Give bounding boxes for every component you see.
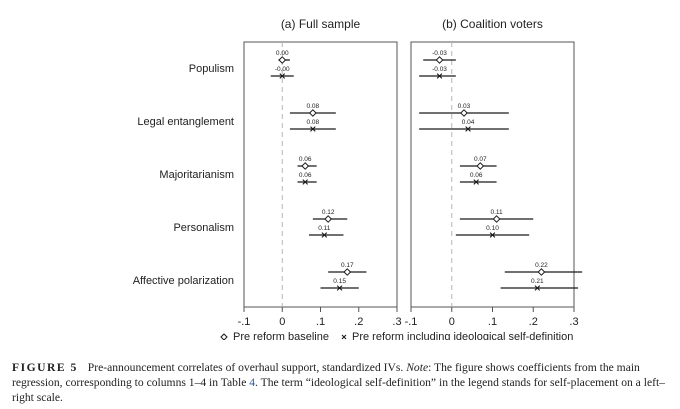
coefficient-figure: Populism Legal entanglement Majoritarianis… — [133, 17, 583, 340]
point-diamond — [278, 56, 287, 64]
x-tick-label: .1 — [488, 316, 497, 328]
data-label: 0.08 — [307, 103, 320, 110]
data-label: 0.15 — [333, 278, 346, 285]
legend-label: Pre reform including ideological self-de… — [352, 331, 573, 340]
data-label: 0.07 — [474, 156, 487, 163]
caption-table-link[interactable]: 4 — [249, 376, 256, 389]
caption-text-2: : The figure shows coefficients from the… — [12, 361, 640, 389]
data-label: 0.06 — [299, 172, 312, 179]
x-tick-label: .1 — [316, 316, 325, 328]
category-label: Legal entanglement — [137, 116, 234, 128]
x-tick-label: 0 — [279, 316, 285, 328]
point-diamond — [308, 109, 317, 117]
data-label: 0.06 — [299, 156, 312, 163]
point-x — [465, 126, 471, 132]
category-label: Populism — [189, 63, 234, 75]
category-label: Affective polarization — [133, 275, 234, 287]
x-tick-label: 0 — [449, 316, 455, 328]
data-label: 0.03 — [458, 103, 471, 110]
panel-title: (a) Full sample — [281, 17, 361, 31]
category-label: Majoritarianism — [159, 169, 234, 181]
x-tick-label: -.1 — [405, 316, 418, 328]
data-label: 0.08 — [307, 119, 320, 126]
point-x — [534, 285, 541, 291]
point-diamond — [460, 109, 468, 117]
panel-frame — [410, 41, 575, 308]
legend-diamond-marker — [220, 333, 228, 340]
data-label: 0.04 — [462, 119, 475, 126]
caption-text-3: . The term “ideological self-definition”… — [12, 376, 665, 404]
data-label: 0.10 — [486, 225, 499, 232]
caption-note-label: Note — [406, 361, 429, 374]
point-diamond — [324, 215, 333, 223]
point-diamond — [476, 162, 485, 170]
data-label: 0.11 — [318, 225, 331, 232]
caption-text-1: Pre-announcement correlates of overhaul … — [87, 361, 404, 374]
point-x — [473, 179, 479, 185]
legend-label: Pre reform baseline — [233, 331, 329, 340]
data-label: 0.12 — [322, 209, 335, 216]
x-tick-label: .2 — [529, 316, 538, 328]
data-label: -0.00 — [275, 66, 290, 73]
x-tick-label: -.1 — [238, 316, 251, 328]
point-x — [489, 232, 496, 238]
point-x — [310, 126, 316, 132]
point-x — [302, 179, 308, 185]
data-label: -0.03 — [432, 50, 447, 57]
data-label: 0.11 — [490, 209, 503, 216]
data-label: 0.17 — [341, 262, 354, 269]
point-x — [279, 73, 286, 79]
point-diamond — [537, 268, 546, 276]
data-label: 0.06 — [470, 172, 483, 179]
x-tick-label: .2 — [354, 316, 363, 328]
caption-label: FIGURE 5 — [12, 361, 78, 374]
data-label: 0.00 — [276, 50, 289, 57]
point-diamond — [301, 162, 310, 170]
point-diamond — [435, 56, 444, 64]
data-label: 0.22 — [535, 262, 548, 269]
data-label: 0.21 — [531, 278, 544, 285]
x-tick-label: .3 — [569, 316, 578, 328]
panel-frame — [243, 41, 398, 308]
point-x — [336, 285, 343, 291]
point-x — [436, 73, 443, 79]
x-tick-label: .3 — [392, 316, 401, 328]
category-label: Personalism — [173, 222, 234, 234]
panel-title: (b) Coalition voters — [442, 17, 543, 31]
data-label: -0.03 — [432, 66, 447, 73]
point-x — [321, 232, 328, 238]
point-diamond — [343, 268, 352, 276]
legend-x-marker — [341, 334, 347, 340]
point-diamond — [492, 215, 501, 223]
figure-caption: FIGURE 5 Pre-announcement correlates of o… — [12, 360, 668, 405]
